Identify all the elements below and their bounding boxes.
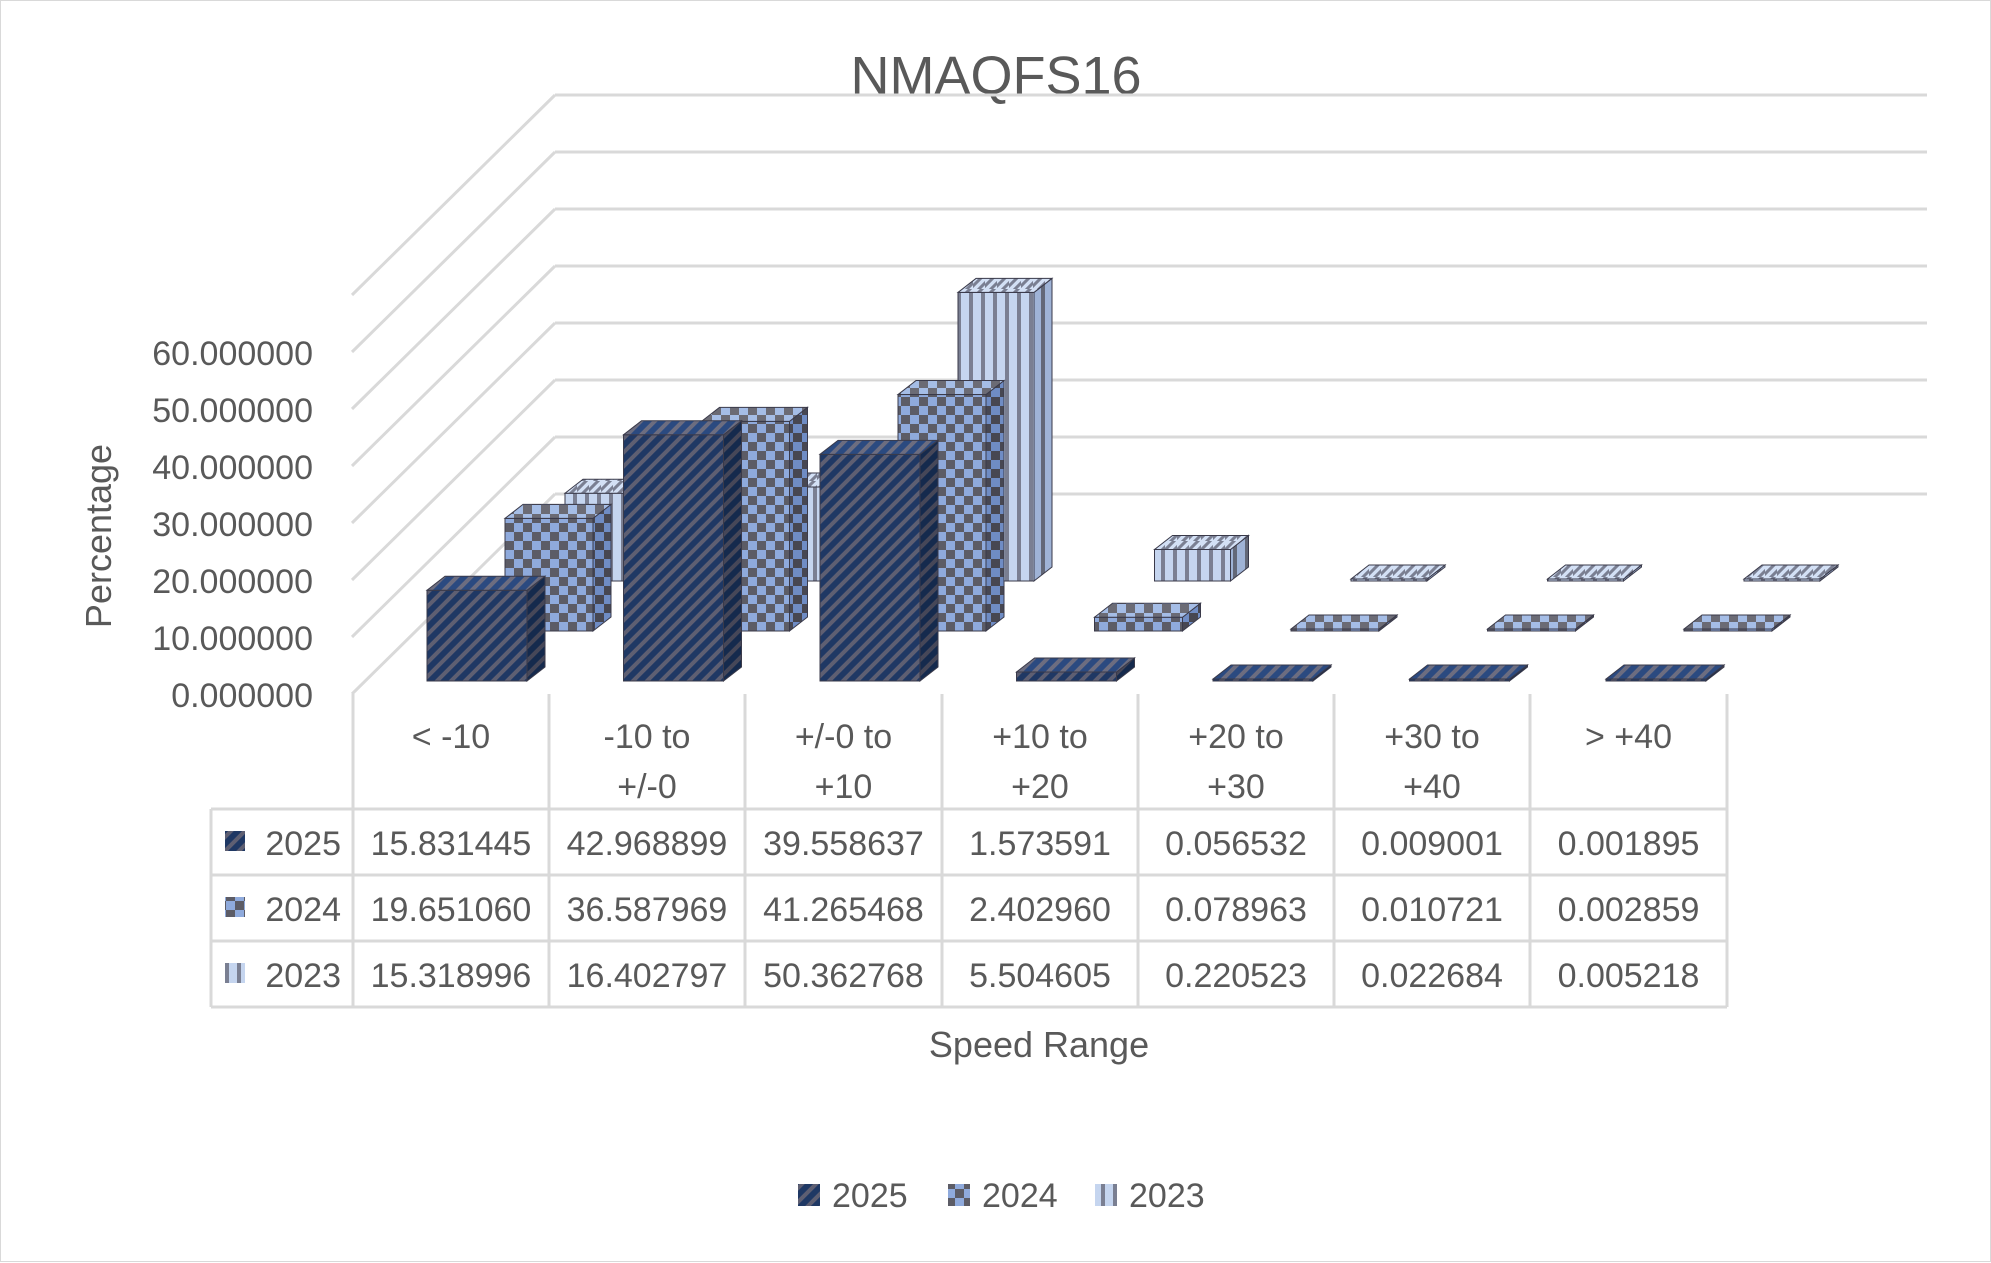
legend-item: 2023 <box>1095 1177 1205 1215</box>
bar <box>1153 534 1250 583</box>
data-label: 39.558637 <box>763 825 924 863</box>
data-label: 0.022684 <box>1361 957 1503 995</box>
data-table: < -10 -10 to +/-0 +/-0 to +10 +10 to +20 +20 to… <box>209 694 1729 1009</box>
category-label: +/-0 to <box>795 718 892 756</box>
table-legend-key <box>225 831 245 851</box>
bars <box>425 277 1840 683</box>
table-series-name: 2023 <box>265 957 341 995</box>
bar <box>1682 613 1792 633</box>
bar <box>1742 563 1840 583</box>
bar <box>1604 663 1726 683</box>
legend-label: 2024 <box>982 1177 1058 1215</box>
category-label: > +40 <box>1585 718 1672 756</box>
data-label: 2.402960 <box>969 891 1111 929</box>
bar <box>1289 613 1399 633</box>
gridline <box>350 93 1927 297</box>
gridline <box>350 207 1927 411</box>
table-series-name: 2025 <box>265 825 341 863</box>
y-tick-label: 60.000000 <box>152 335 313 373</box>
data-label: 0.009001 <box>1361 825 1503 863</box>
data-label: 42.968899 <box>567 825 728 863</box>
y-tick-label: 30.000000 <box>152 506 313 544</box>
y-axis-label: Percentage <box>78 444 119 628</box>
category-label: +/-0 <box>617 768 677 806</box>
data-label: 0.001895 <box>1558 825 1700 863</box>
series-2025 <box>425 419 1726 683</box>
gridlines <box>350 93 1927 696</box>
category-label: +20 <box>1011 768 1069 806</box>
data-label: 36.587969 <box>567 891 728 929</box>
data-label: 0.010721 <box>1361 891 1503 929</box>
bar <box>1349 563 1447 583</box>
x-axis-label: Speed Range <box>929 1024 1149 1065</box>
category-label: +10 to <box>992 718 1087 756</box>
y-tick-label: 10.000000 <box>152 620 313 658</box>
legend-item: 2025 <box>798 1177 908 1215</box>
bar <box>1015 656 1136 683</box>
chart-title: NMAQFS16 <box>850 46 1141 106</box>
gridline <box>350 150 1927 354</box>
gridline <box>350 378 1927 582</box>
category-label: -10 to <box>604 718 691 756</box>
table-legend-key <box>225 897 245 917</box>
bar <box>425 575 547 683</box>
legend-label: 2025 <box>832 1177 908 1215</box>
y-tick-label: 40.000000 <box>152 449 313 487</box>
legend-swatch <box>798 1184 820 1206</box>
category-label: +30 <box>1207 768 1265 806</box>
category-label: +10 <box>815 768 873 806</box>
legend-swatch <box>948 1184 970 1206</box>
bar <box>818 439 940 683</box>
category-label: +20 to <box>1188 718 1283 756</box>
bar <box>622 419 743 683</box>
data-label: 0.220523 <box>1165 957 1307 995</box>
bar <box>1546 563 1643 583</box>
gridline <box>350 321 1927 525</box>
data-label: 0.005218 <box>1558 957 1700 995</box>
legend: 2025 2024 2023 <box>798 1177 1205 1215</box>
table-legend-key <box>225 963 245 983</box>
data-label: 5.504605 <box>969 957 1111 995</box>
table-series-name: 2024 <box>265 891 341 929</box>
y-axis-ticks: 0.000000 10.000000 20.000000 30.000000 40.00… <box>152 335 313 715</box>
y-tick-label: 20.000000 <box>152 563 313 601</box>
data-label: 15.831445 <box>371 825 532 863</box>
legend-item: 2024 <box>948 1177 1058 1215</box>
data-label: 15.318996 <box>371 957 532 995</box>
y-tick-label: 50.000000 <box>152 392 313 430</box>
data-label: 1.573591 <box>969 825 1111 863</box>
data-label: 19.651060 <box>371 891 532 929</box>
bar <box>1408 663 1529 683</box>
data-label: 0.002859 <box>1558 891 1700 929</box>
data-label: 16.402797 <box>567 957 728 995</box>
bar <box>1093 602 1202 633</box>
bar <box>1211 663 1333 683</box>
y-tick-label: 0.000000 <box>171 677 313 715</box>
data-label: 50.362768 <box>763 957 924 995</box>
data-label: 0.056532 <box>1165 825 1307 863</box>
category-label: +30 to <box>1384 718 1479 756</box>
data-label: 0.078963 <box>1165 891 1307 929</box>
data-label: 41.265468 <box>763 891 924 929</box>
category-label: < -10 <box>412 718 490 756</box>
category-label: +40 <box>1403 768 1461 806</box>
legend-swatch <box>1095 1184 1117 1206</box>
gridline <box>350 264 1927 468</box>
legend-label: 2023 <box>1129 1177 1205 1215</box>
bar <box>1486 613 1595 633</box>
